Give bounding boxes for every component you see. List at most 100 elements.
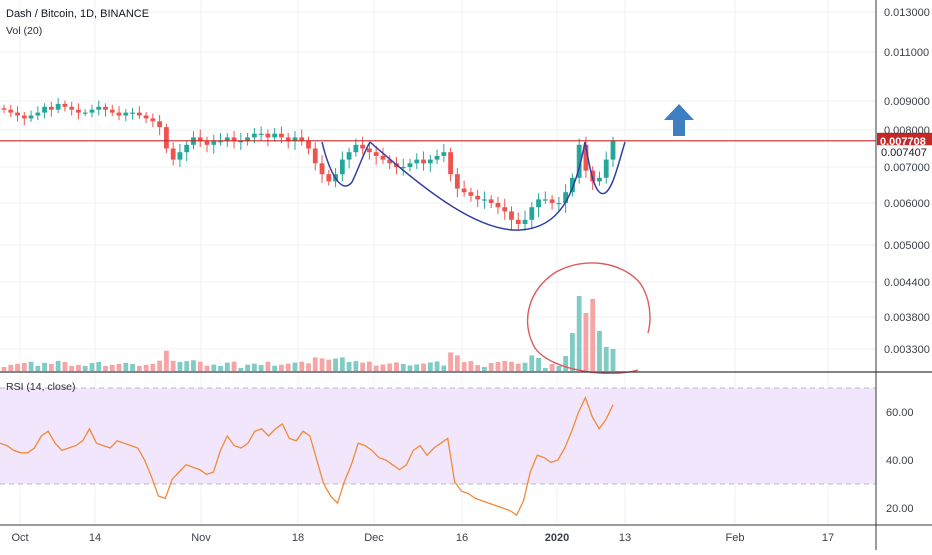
volume-bar [170,360,176,371]
candle [258,126,264,142]
candle-body [197,137,203,142]
y-tick-label: 0.009000 [884,96,930,108]
candle [211,134,217,154]
candle-body [103,106,108,110]
volume-indicator-label[interactable]: Vol (20) [6,25,43,37]
candle [299,129,305,146]
x-tick-label: 18 [292,532,304,544]
volume-bar [204,365,210,371]
volume-bar [1,366,7,371]
handle-curve [584,141,626,195]
candle [136,106,142,119]
volume-bar [8,364,14,371]
volume-bar [610,349,616,371]
volume-bar [475,365,481,371]
price-tag-secondary [877,145,932,160]
candle [28,110,34,122]
candlesticks [1,98,616,231]
candle [482,191,487,209]
main-cup-curve [369,141,586,231]
rsi-band-fill [0,388,876,484]
candle-body [603,159,609,178]
volume-bar [238,368,244,371]
candle-body [170,148,176,160]
candle [312,142,318,171]
candle-body [373,152,379,156]
rsi-indicator-label[interactable]: RSI (14, close) [6,381,76,393]
x-tick-label: Nov [191,532,211,544]
candle-body [8,109,14,113]
candle-body [55,103,61,110]
candle-body [211,141,217,145]
candle [218,132,223,146]
candle [177,144,183,167]
annotation-circle [526,262,651,375]
candle-body [367,148,372,153]
volume-bar [62,361,68,371]
candle-body [488,199,494,203]
volume-bar [549,364,555,371]
volume-bar [556,366,562,371]
candle [231,131,237,149]
candle [421,151,426,171]
candle [224,132,230,148]
y-tick-label: 0.013000 [884,7,930,19]
candle-body [143,115,149,119]
candle-body [360,144,366,149]
candle [407,158,413,172]
candle-body [461,188,467,193]
x-tick-label: Feb [726,532,745,544]
candle [21,112,27,126]
volume-bar [89,362,95,371]
volume-bar [570,333,575,371]
candle-body [116,112,122,116]
volume-bar [218,366,223,371]
candle [15,106,20,122]
candle-body [610,141,616,160]
x-tick-label: Oct [11,532,28,544]
first-cup-curve [321,141,371,187]
volume-bar [76,364,81,371]
candle [130,107,135,120]
volume-bar [333,358,338,371]
candle-body [35,112,41,116]
candle-body [69,106,75,110]
candle [326,169,332,186]
volume-bar [339,357,345,371]
candle [515,212,521,230]
candle-body [502,207,508,212]
chart-title: Dash / Bitcoin, 1D, BINANCE [6,8,150,20]
candle-body [245,137,250,142]
candle-body [42,106,47,113]
volume-bar [265,361,271,371]
volume-bar [251,363,257,371]
candle-body [570,177,575,193]
volume-bars [1,296,616,371]
candle-body [597,177,602,182]
price-tag-current-text: 0.007708 [880,136,926,148]
volume-bar [69,365,75,371]
candle [387,155,393,170]
y-tick-label: 0.006000 [884,198,930,210]
candle [157,114,163,136]
candle [306,136,311,155]
candle-body [421,159,426,164]
volume-bar [461,362,467,371]
volume-bar [583,313,589,371]
volume-bar [184,361,190,371]
candle-body [407,163,413,167]
candle-body [529,207,535,220]
volume-bar [272,365,278,371]
candle [454,168,460,198]
candle [441,144,447,162]
y-tick-label: 0.004400 [884,277,930,289]
volume-bar [164,350,169,371]
price-tag-secondary-text: 0.007407 [881,147,927,159]
candle-body [495,203,501,208]
candle [556,196,562,212]
volume-bar [150,363,156,371]
